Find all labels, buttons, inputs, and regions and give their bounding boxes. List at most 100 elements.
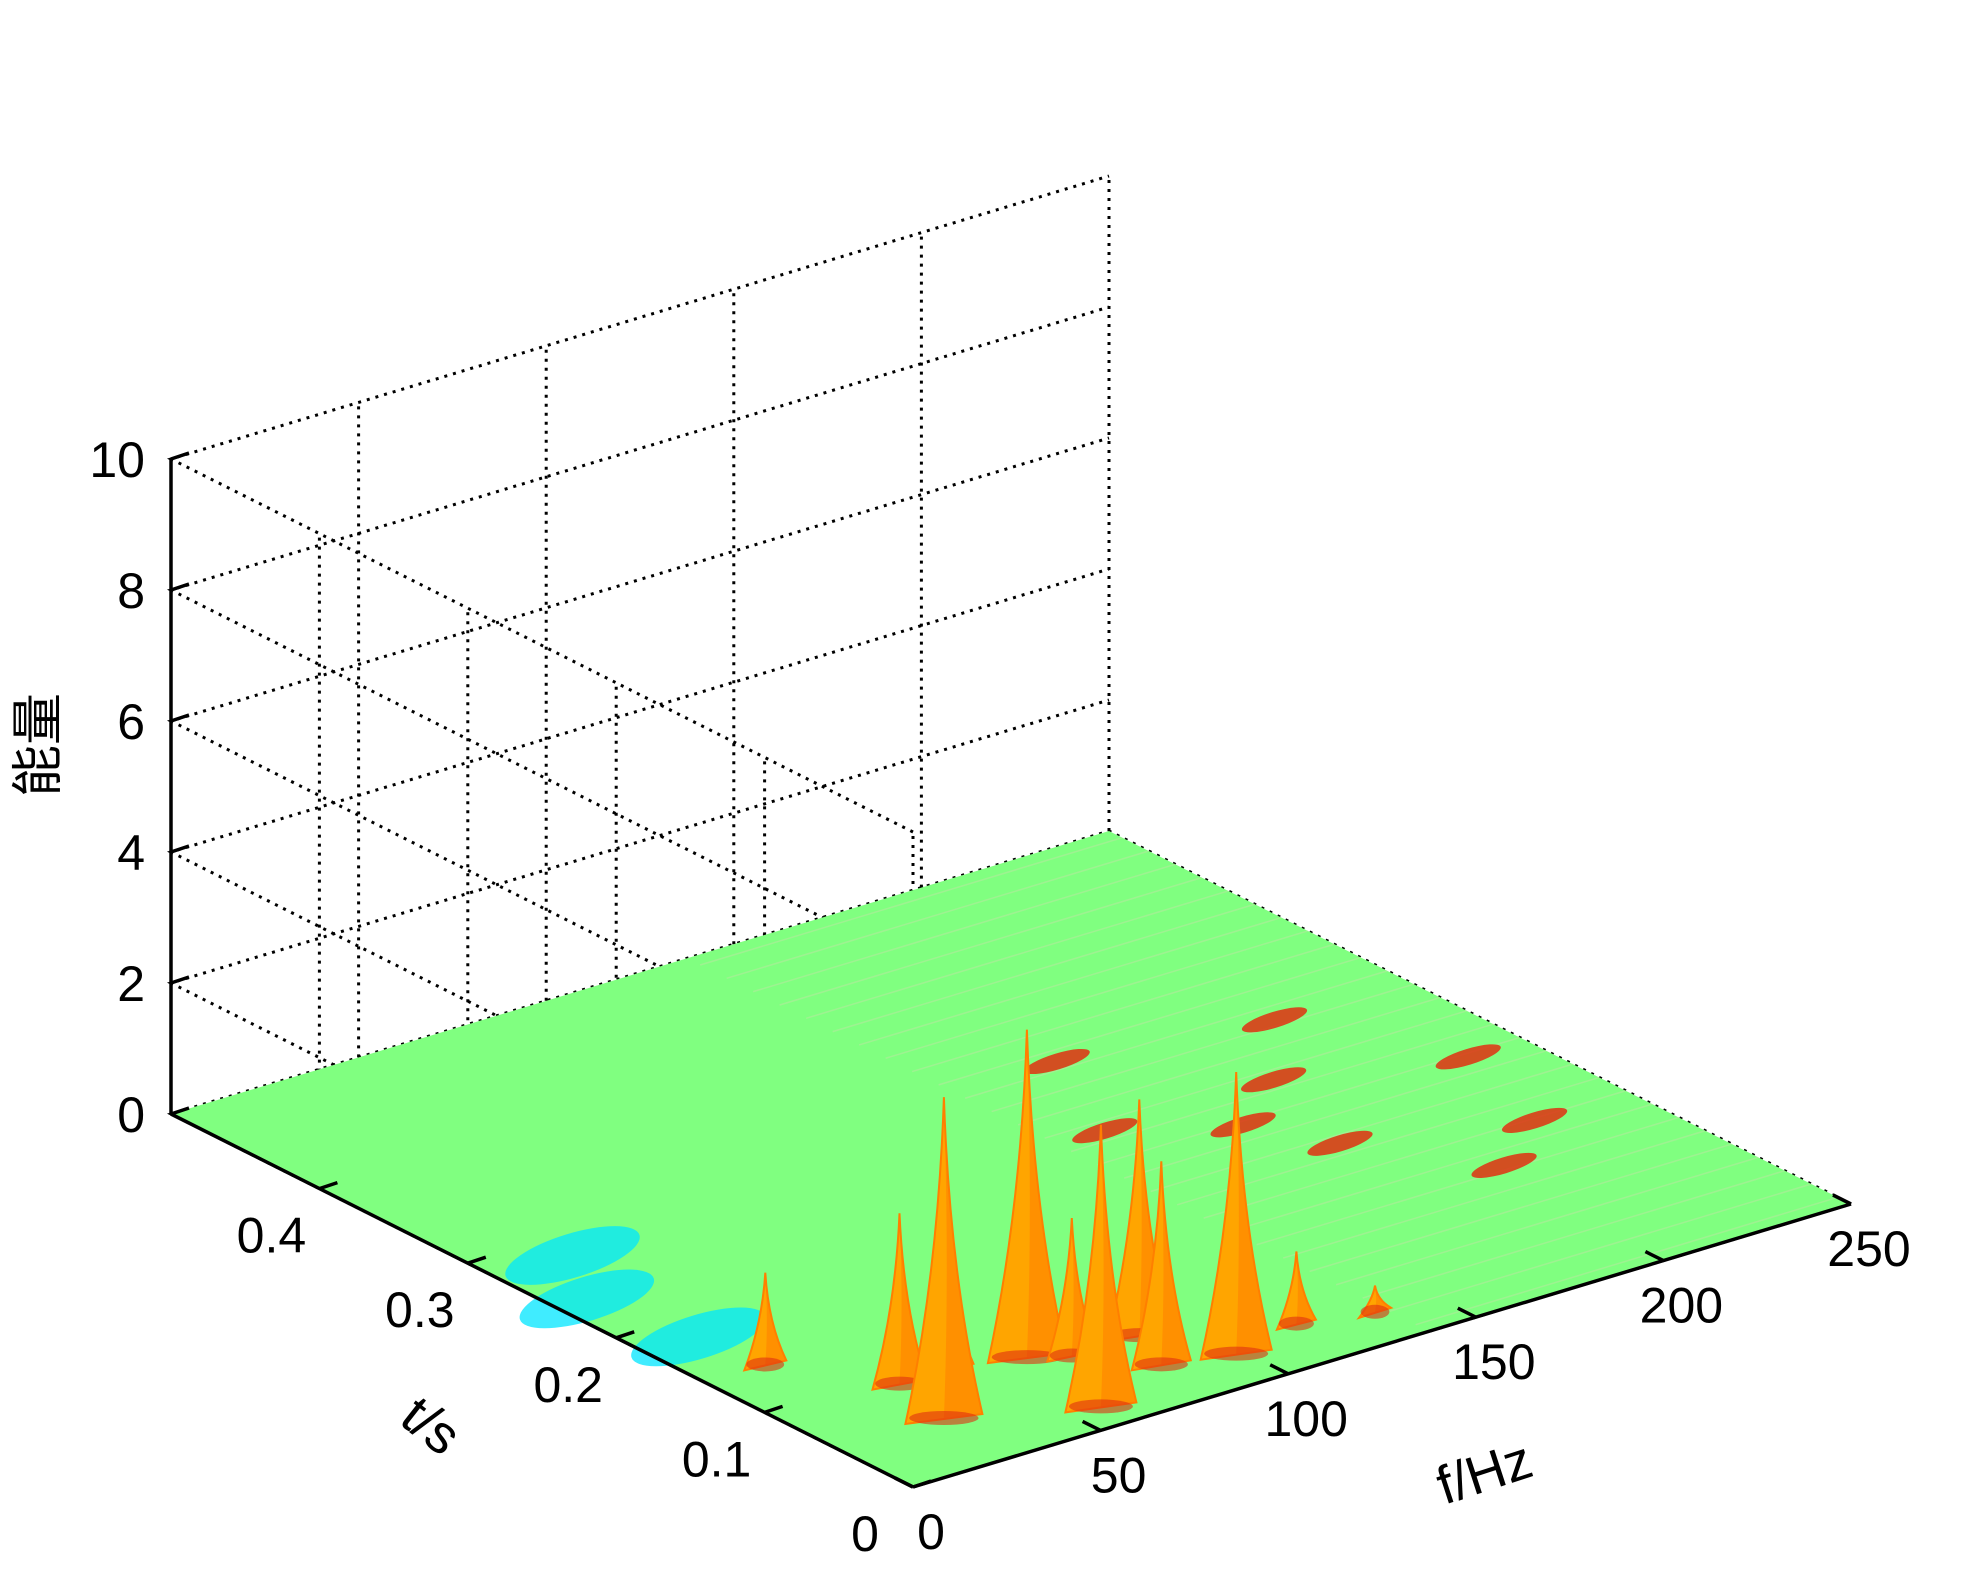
t-tick-0: [912, 1479, 932, 1489]
peak-base-5: [991, 1350, 1063, 1365]
peak-base-10: [1278, 1316, 1314, 1331]
surface-ripple-9: [1176, 1076, 1600, 1206]
f-tick-3: [1457, 1306, 1477, 1319]
z-tick-2: [170, 844, 190, 854]
peak-shade-4: [1100, 1124, 1137, 1407]
surface-ripple-16: [991, 983, 1414, 1113]
z-axis-label: 能量: [9, 693, 69, 797]
z-tick-label-1: 2: [117, 956, 145, 1012]
z-gridline-4: [166, 305, 1110, 965]
z-gridline-5: [166, 174, 1110, 834]
t-tick-label-0: 0: [851, 1506, 879, 1562]
hot-patch-7: [1502, 1107, 1568, 1133]
peak-base-7: [1134, 1357, 1188, 1372]
surface-ripple-19: [911, 943, 1335, 1073]
z-tick-label-0: 0: [117, 1087, 145, 1143]
z-tick-4: [170, 582, 190, 592]
z-tick-1: [170, 975, 190, 985]
surface-ripple-26: [726, 850, 1149, 980]
f-tick-5: [1832, 1193, 1852, 1206]
z-tick-label-4: 8: [117, 563, 145, 619]
t-tick-label-1: 0.1: [682, 1431, 752, 1487]
surface-ripple-21: [858, 916, 1282, 1046]
z-tick-3: [170, 713, 190, 723]
peak-base-11: [1360, 1304, 1390, 1319]
y-axis-label: t/s: [390, 1385, 472, 1467]
peak-shade-0: [765, 1272, 787, 1365]
surface-ripple-14: [1044, 1010, 1467, 1139]
peak-shade-1: [943, 1097, 983, 1418]
peak-base-4: [1068, 1399, 1133, 1414]
cool-patch-1: [631, 1307, 766, 1367]
surface-ripple-4: [1309, 1143, 1732, 1273]
surface-ripple-10: [1150, 1063, 1573, 1193]
peak-base-1: [909, 1411, 979, 1426]
labels-layer: f/Hz t/s 能量 05010015020025000.10.20.30.4…: [9, 432, 1911, 1562]
surface-ripple-5: [1282, 1130, 1706, 1259]
z-tick-0: [170, 1106, 190, 1116]
surface-ripple-2: [1362, 1169, 1785, 1299]
hot-patch-5: [1471, 1152, 1537, 1178]
t-tick-label-3: 0.3: [385, 1282, 455, 1338]
t-tick-4: [318, 1180, 338, 1191]
surface-ripple-1: [1388, 1183, 1812, 1313]
peak-base-0: [746, 1357, 785, 1372]
surface-layer: [171, 831, 1851, 1487]
surface-base: [171, 831, 1851, 1487]
surface-ripple-20: [885, 930, 1308, 1059]
surface-ripple-18: [938, 956, 1361, 1086]
hot-patch-4: [1241, 1067, 1307, 1093]
cool-patch-2: [505, 1226, 640, 1285]
t-tick-3: [467, 1255, 487, 1265]
peak-shade-5: [1026, 1029, 1066, 1358]
surface-ripple-11: [1123, 1050, 1547, 1179]
peak-base-2: [875, 1376, 924, 1391]
peak-shade-2: [899, 1213, 927, 1384]
cool-patch-0: [519, 1269, 655, 1329]
f-tick-label-3: 150: [1452, 1334, 1535, 1390]
surface-ripple-23: [805, 890, 1229, 1020]
t-axis-line: [170, 1112, 914, 1489]
z-tick-label-2: 4: [117, 825, 145, 881]
t-tick-2: [615, 1330, 635, 1340]
axes-layer: [169, 451, 1852, 1489]
f-tick-label-2: 100: [1264, 1391, 1347, 1447]
z-tick-label-5: 10: [89, 432, 145, 488]
hot-patch-8: [1435, 1044, 1501, 1070]
hot-patch-6: [1241, 1007, 1308, 1033]
t-tick-label-4: 0.4: [237, 1208, 307, 1264]
f-tick-label-4: 200: [1640, 1278, 1723, 1334]
surface-ripple-3: [1335, 1156, 1759, 1286]
surface-ripple-15: [1017, 996, 1441, 1126]
t-tick-1: [764, 1404, 784, 1415]
f-tick-label-0: 0: [917, 1504, 945, 1560]
f-tick-label-1: 50: [1091, 1447, 1147, 1503]
f-tick-0: [894, 1476, 914, 1489]
peak-shade-10: [1296, 1251, 1316, 1324]
surface-ripple-0: [1415, 1196, 1838, 1326]
surface-ripple-25: [752, 863, 1176, 993]
hot-patch-3: [1307, 1130, 1373, 1156]
surface-ripple-7: [1229, 1103, 1653, 1233]
hot-patch-1: [1024, 1048, 1090, 1075]
f-tick-1: [1081, 1419, 1102, 1432]
t-tick-label-2: 0.2: [533, 1357, 603, 1413]
surface-ripple-17: [964, 970, 1388, 1099]
x-axis-label: f/Hz: [1430, 1430, 1540, 1517]
peak-shade-9: [1236, 1072, 1272, 1354]
surface-ripple-6: [1256, 1116, 1679, 1246]
peak-shade-6: [1071, 1218, 1097, 1356]
f-tick-2: [1269, 1363, 1289, 1376]
peak-shade-7: [1161, 1161, 1191, 1365]
hot-patch-0: [1072, 1118, 1138, 1144]
surface-ripple-22: [832, 903, 1255, 1033]
f-tick-4: [1644, 1250, 1665, 1263]
peak-base-9: [1204, 1346, 1269, 1361]
f-tick-label-5: 250: [1827, 1221, 1910, 1277]
surface-ripple-24: [779, 876, 1202, 1006]
peak-shade-8: [1139, 1099, 1172, 1336]
hot-patch-2: [1210, 1112, 1276, 1138]
z-tick-label-3: 6: [117, 694, 145, 750]
